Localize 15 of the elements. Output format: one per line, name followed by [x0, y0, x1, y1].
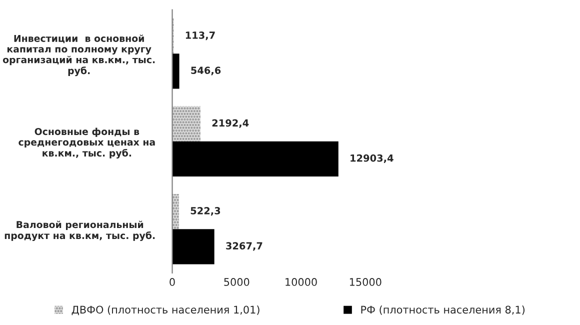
x-tick-label: 5000 — [224, 278, 250, 286]
y-tick-label: Основные фонды в среднегодовых ценах на кв.км., тыс. руб. — [18, 128, 155, 159]
data-label: 546,6 — [191, 66, 221, 76]
data-label: 2192,4 — [212, 119, 249, 128]
legend-label: РФ (плотность населения 8,1) — [361, 306, 524, 315]
x-tick-label: 15000 — [350, 278, 382, 286]
x-tick-label: 10000 — [286, 278, 317, 286]
data-label: 522,3 — [190, 207, 220, 216]
y-tick-label: Валовой региональный продукт на кв.км, тыс. руб. — [4, 220, 155, 241]
legend-label: ДВФО (плотность населения 1,01) — [72, 306, 260, 316]
data-label: 3267,7 — [226, 242, 262, 251]
data-label: 113,7 — [186, 32, 215, 40]
x-tick-label: 0 — [170, 278, 175, 286]
data-label: 12903,4 — [350, 154, 394, 163]
y-tick-label: Инвестиции в основной капитал по полному кругу организаций на кв.км., тыс. руб. — [2, 34, 155, 76]
